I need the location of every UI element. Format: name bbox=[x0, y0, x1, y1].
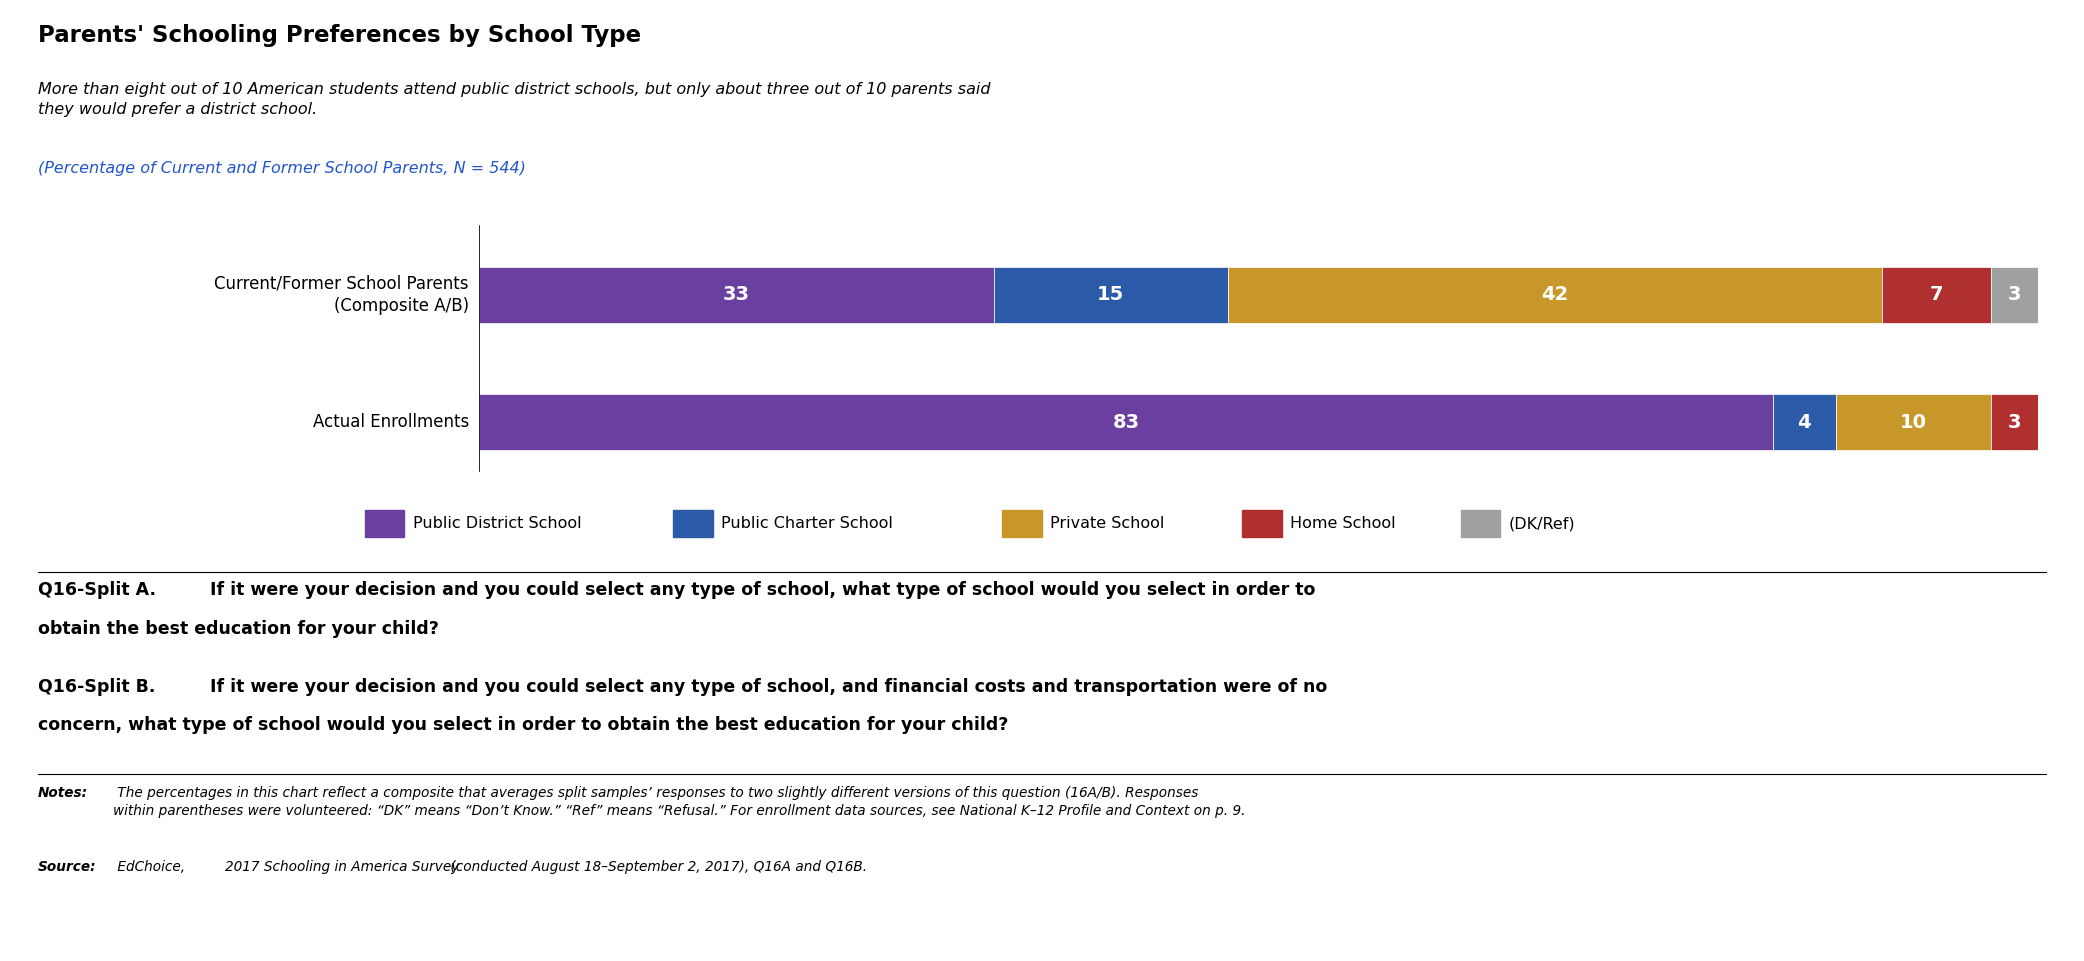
Bar bbox=[1461, 510, 1500, 537]
Bar bbox=[1227, 267, 1882, 323]
Text: Parents' Schooling Preferences by School Type: Parents' Schooling Preferences by School… bbox=[38, 24, 640, 47]
Text: If it were your decision and you could select any type of school, what type of s: If it were your decision and you could s… bbox=[210, 581, 1315, 600]
Text: 3: 3 bbox=[2009, 412, 2021, 431]
Text: Source:: Source: bbox=[38, 860, 96, 875]
Text: Q16-Split B.: Q16-Split B. bbox=[38, 678, 167, 696]
Bar bbox=[479, 394, 1773, 450]
Text: 42: 42 bbox=[1542, 285, 1569, 305]
Bar bbox=[994, 267, 1227, 323]
Text: If it were your decision and you could select any type of school, and financial : If it were your decision and you could s… bbox=[210, 678, 1328, 696]
Bar bbox=[1242, 510, 1282, 537]
Text: 10: 10 bbox=[1901, 412, 1928, 431]
Text: More than eight out of 10 American students attend public district schools, but : More than eight out of 10 American stude… bbox=[38, 82, 990, 117]
Text: Current/Former School Parents
(Composite A/B): Current/Former School Parents (Composite… bbox=[215, 275, 469, 315]
Bar bbox=[1882, 267, 1992, 323]
Bar bbox=[1992, 267, 2038, 323]
Text: Q16-Split A.: Q16-Split A. bbox=[38, 581, 167, 600]
Text: (conducted August 18–September 2, 2017), Q16A and Q16B.: (conducted August 18–September 2, 2017),… bbox=[446, 860, 867, 875]
Text: 4: 4 bbox=[1798, 412, 1811, 431]
Text: Actual Enrollments: Actual Enrollments bbox=[313, 413, 469, 431]
Text: Public District School: Public District School bbox=[413, 516, 581, 531]
Bar bbox=[673, 510, 713, 537]
Text: (Percentage of Current and Former School Parents, N = 544): (Percentage of Current and Former School… bbox=[38, 161, 525, 177]
Text: The percentages in this chart reflect a composite that averages split samples’ r: The percentages in this chart reflect a … bbox=[113, 786, 1244, 819]
Bar bbox=[1002, 510, 1042, 537]
Text: Notes:: Notes: bbox=[38, 786, 88, 801]
Bar bbox=[1773, 394, 1836, 450]
Text: concern, what type of school would you select in order to obtain the best educat: concern, what type of school would you s… bbox=[38, 716, 1009, 734]
Text: Home School: Home School bbox=[1290, 516, 1396, 531]
Text: Public Charter School: Public Charter School bbox=[721, 516, 892, 531]
Bar bbox=[1992, 394, 2038, 450]
Text: 33: 33 bbox=[723, 285, 750, 305]
Text: EdChoice,: EdChoice, bbox=[113, 860, 190, 875]
Text: Private School: Private School bbox=[1050, 516, 1165, 531]
Bar bbox=[479, 267, 994, 323]
Text: (DK/Ref): (DK/Ref) bbox=[1509, 516, 1576, 531]
Bar bbox=[365, 510, 404, 537]
Text: 7: 7 bbox=[1930, 285, 1944, 305]
Bar bbox=[1836, 394, 1992, 450]
Text: 3: 3 bbox=[2009, 285, 2021, 305]
Text: 15: 15 bbox=[1096, 285, 1123, 305]
Text: obtain the best education for your child?: obtain the best education for your child… bbox=[38, 620, 438, 638]
Text: 2017 Schooling in America Survey: 2017 Schooling in America Survey bbox=[225, 860, 458, 875]
Text: 83: 83 bbox=[1113, 412, 1140, 431]
